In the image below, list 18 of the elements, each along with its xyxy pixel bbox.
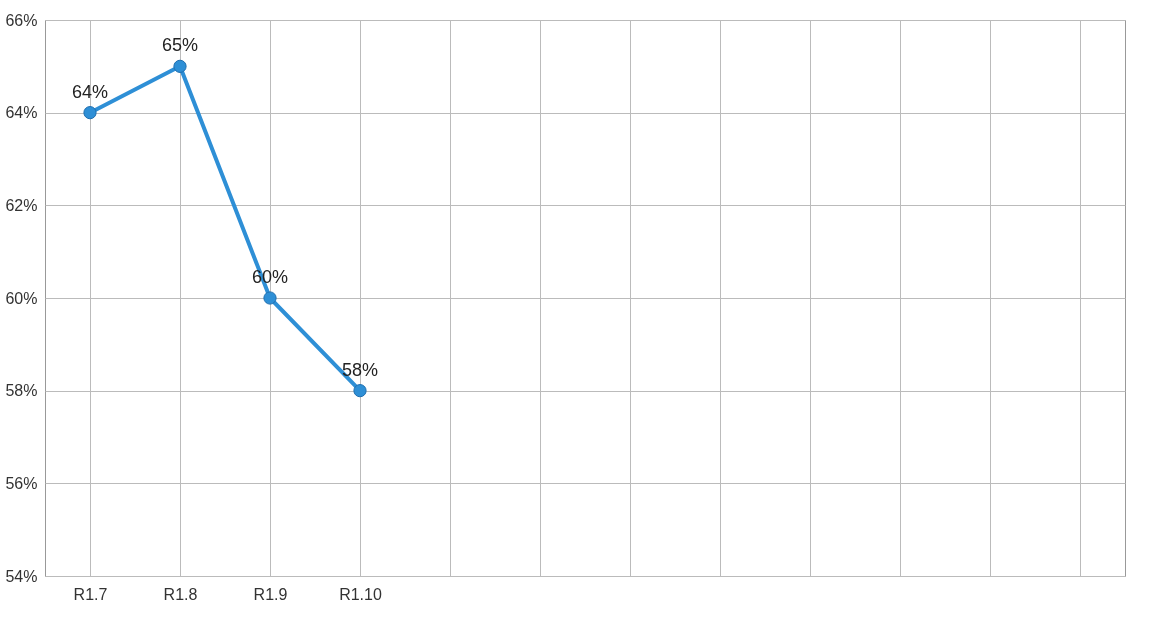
point: [173, 59, 187, 73]
data-label: 65%: [161, 35, 199, 56]
x-tick-label: R1.10: [339, 585, 382, 603]
data-label: 58%: [341, 359, 379, 380]
point: [353, 384, 367, 398]
y-tick-label: 60%: [5, 289, 38, 307]
y-tick-label: 66%: [5, 11, 38, 29]
y-tick-label: 62%: [5, 196, 38, 214]
data-label: 64%: [71, 81, 109, 102]
y-tick-label: 64%: [5, 104, 38, 122]
point: [263, 291, 277, 305]
y-tick-label: 56%: [5, 474, 38, 492]
x-tick-label: R1.7: [73, 585, 108, 603]
point: [83, 106, 97, 120]
x-tick-label: R1.8: [163, 585, 198, 603]
y-tick-label: 58%: [5, 382, 38, 400]
x-tick-label: R1.9: [253, 585, 288, 603]
y-tick-label: 54%: [5, 567, 38, 585]
